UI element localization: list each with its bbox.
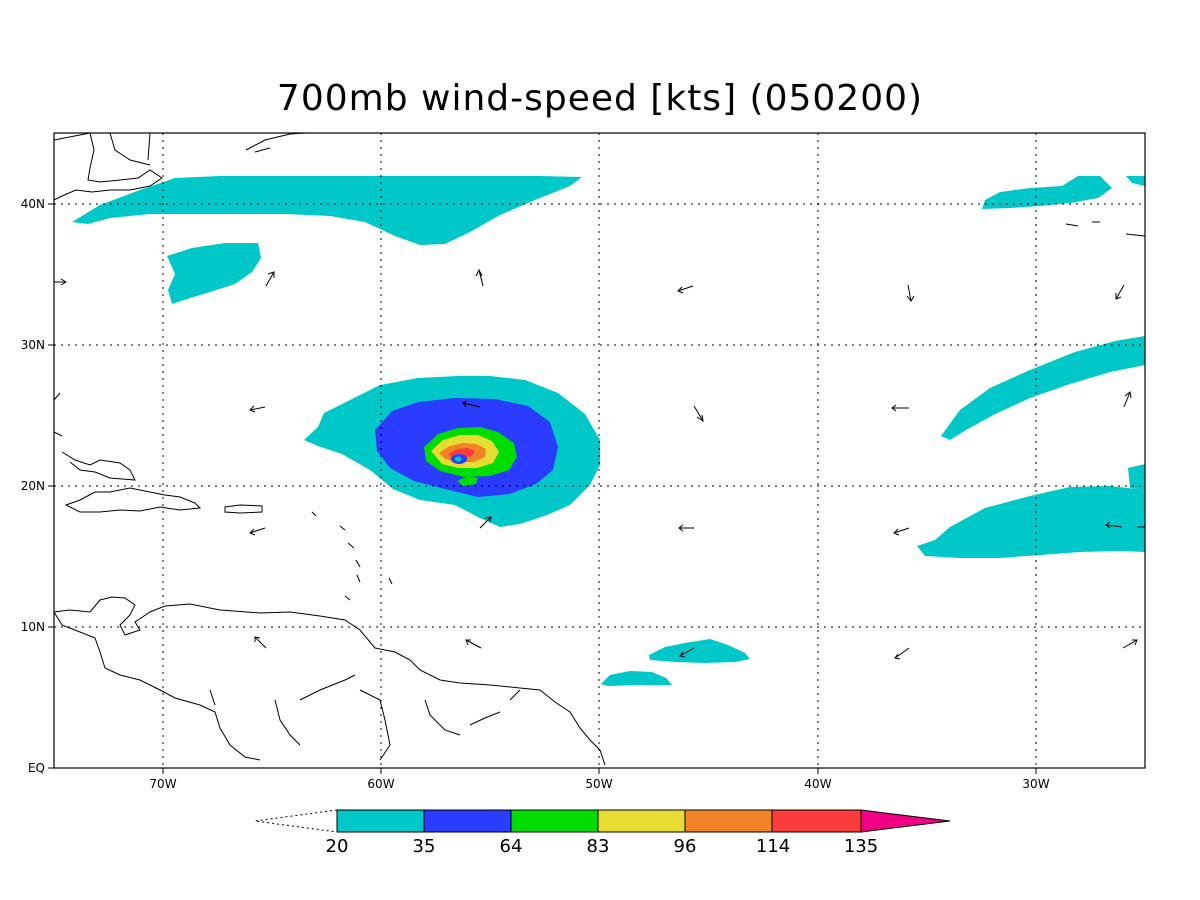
wind-band-east-diagonal bbox=[941, 336, 1145, 440]
coast-northeast-land bbox=[109, 133, 151, 166]
x-tick-label: 50W bbox=[585, 777, 612, 791]
wind-vector bbox=[1115, 284, 1125, 300]
tick-marks bbox=[48, 203, 1037, 774]
wind-vector bbox=[677, 285, 694, 294]
map-title: 700mb wind-speed [kts] (050200) bbox=[276, 78, 924, 119]
wind-vector bbox=[891, 404, 909, 412]
colorbar-high-end bbox=[860, 809, 951, 833]
wind-patch-northeast-edge bbox=[1126, 176, 1145, 186]
wind-patch-east-small bbox=[1128, 464, 1145, 490]
hurricane-eye bbox=[454, 456, 462, 462]
coast-south-america bbox=[54, 596, 606, 766]
wind-vector bbox=[1122, 639, 1138, 649]
wind-vector bbox=[254, 636, 267, 649]
wind-vector bbox=[693, 405, 704, 423]
wind-vector bbox=[906, 284, 915, 302]
y-tick-label: 40N bbox=[21, 197, 45, 211]
coast-north-america bbox=[54, 133, 163, 201]
wind-vectors bbox=[53, 268, 1145, 660]
colorbar-low-end bbox=[254, 809, 338, 833]
y-tick-label: 10N bbox=[21, 620, 45, 634]
wind-vector bbox=[265, 271, 275, 287]
coast-inland-boundaries bbox=[209, 674, 521, 761]
colorbar-label: 114 bbox=[756, 836, 790, 857]
colorbar-swatch bbox=[336, 809, 425, 833]
wind-vector bbox=[1123, 391, 1132, 408]
hurricane-64kt-spot bbox=[457, 476, 478, 486]
colorbar-label: 83 bbox=[587, 836, 610, 857]
wind-band-north bbox=[72, 176, 582, 245]
wind-vector bbox=[479, 516, 492, 529]
coast-florida-cuba bbox=[54, 431, 136, 481]
wind-vector bbox=[249, 405, 266, 413]
wind-vector bbox=[679, 647, 695, 658]
x-tick-label: 60W bbox=[367, 777, 394, 791]
wind-vector bbox=[465, 639, 482, 649]
wind-blob-west bbox=[167, 243, 261, 304]
wind-vector bbox=[893, 527, 910, 536]
coast-eastern-isles bbox=[1065, 221, 1145, 237]
colorbar: 20 35 64 83 96 114 135 bbox=[254, 809, 951, 857]
wind-band-east-northeast bbox=[982, 176, 1112, 209]
wind-speed-shading bbox=[72, 176, 1145, 686]
coast-lesser-antilles bbox=[311, 511, 393, 601]
wind-patch-south-1 bbox=[649, 639, 750, 663]
y-tick-label: 20N bbox=[21, 479, 45, 493]
wind-vector bbox=[54, 278, 67, 286]
x-tick-label: 30W bbox=[1022, 777, 1049, 791]
wind-patch-south-2 bbox=[601, 671, 672, 686]
colorbar-swatch bbox=[510, 809, 599, 833]
wind-vector bbox=[894, 647, 910, 660]
wind-vector bbox=[53, 392, 61, 401]
coastlines bbox=[54, 133, 1145, 766]
coast-hispaniola bbox=[64, 487, 202, 513]
wind-vector bbox=[249, 527, 266, 536]
colorbar-swatch bbox=[423, 809, 512, 833]
colorbar-swatch bbox=[771, 809, 862, 833]
colorbar-label: 20 bbox=[326, 836, 349, 857]
coast-puerto-rico bbox=[224, 504, 263, 514]
y-tick-label: EQ bbox=[28, 761, 45, 775]
wind-vector bbox=[462, 400, 481, 408]
lat-lon-grid bbox=[54, 133, 1145, 768]
x-tick-label: 40W bbox=[804, 777, 831, 791]
wind-vector bbox=[678, 524, 694, 532]
colorbar-swatch bbox=[597, 809, 686, 833]
wind-vector bbox=[475, 268, 484, 287]
wind-band-east-south bbox=[917, 486, 1145, 558]
y-tick-label: 30N bbox=[21, 338, 45, 352]
wind-vector bbox=[1105, 521, 1123, 529]
colorbar-label: 64 bbox=[500, 836, 523, 857]
colorbar-label: 135 bbox=[844, 836, 878, 857]
colorbar-label: 35 bbox=[413, 836, 436, 857]
x-tick-label: 70W bbox=[149, 777, 176, 791]
colorbar-label: 96 bbox=[674, 836, 697, 857]
colorbar-swatch bbox=[684, 809, 773, 833]
coast-nova-scotia bbox=[245, 133, 306, 153]
